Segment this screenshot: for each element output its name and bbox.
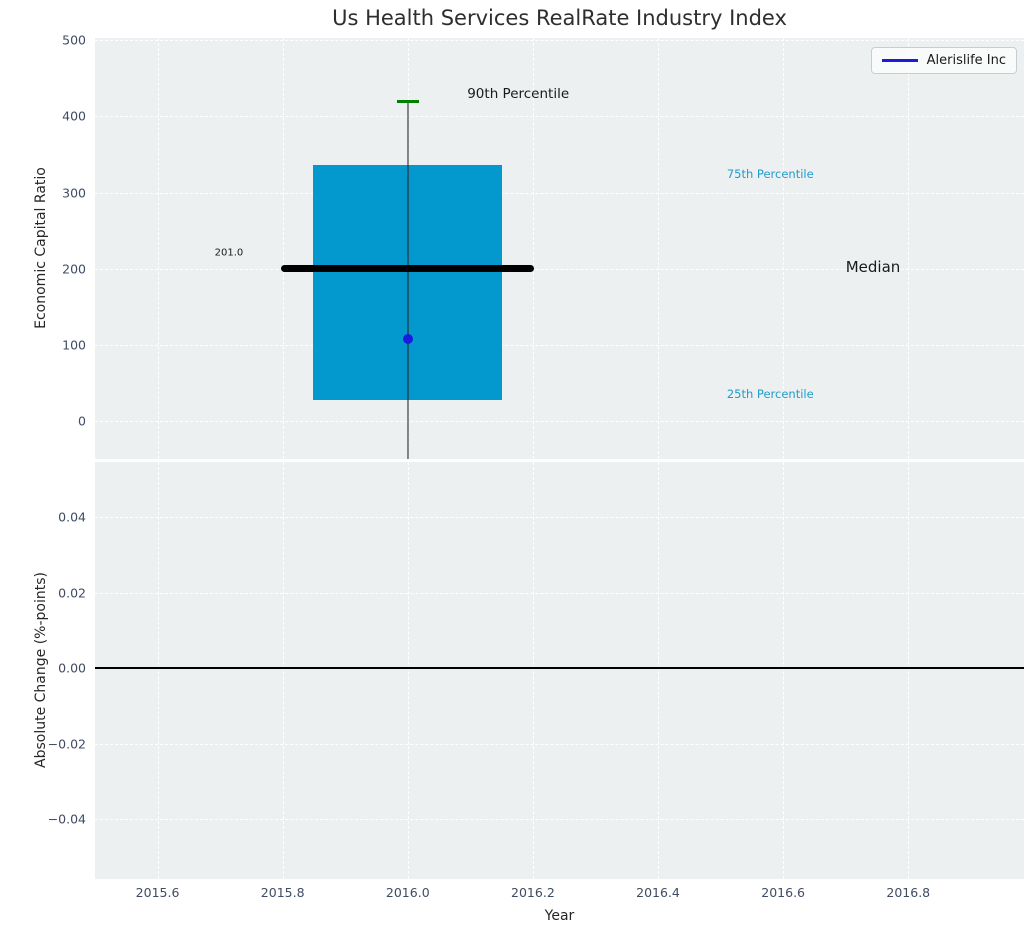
chart-title: Us Health Services RealRate Industry Ind… <box>332 6 787 30</box>
gridline-vertical <box>783 38 785 459</box>
gridline-vertical <box>532 38 534 459</box>
legend-label: Alerislife Inc <box>926 53 1006 68</box>
y-tick-label: 100 <box>62 337 86 353</box>
x-tick-label: 2016.2 <box>511 885 555 900</box>
x-tick-label: 2016.6 <box>761 885 806 900</box>
gridline-vertical <box>908 38 910 459</box>
gridline-horizontal <box>95 345 1024 347</box>
gridline-vertical <box>783 462 785 879</box>
gridline-horizontal <box>95 818 1024 820</box>
gridline-horizontal <box>95 116 1024 118</box>
gridline-vertical <box>282 462 284 879</box>
median-line <box>281 264 535 272</box>
y-tick-label: 500 <box>62 32 86 48</box>
gridline-vertical <box>908 462 910 879</box>
x-tick-label: 2016.4 <box>636 885 680 900</box>
annotation: 75th Percentile <box>726 166 814 181</box>
gridline-horizontal <box>95 421 1024 423</box>
axes-absolute-change <box>95 462 1024 879</box>
gridline-vertical <box>282 38 284 459</box>
legend-line-sample <box>881 59 918 62</box>
zero-line <box>95 667 1024 669</box>
annotation: 201.0 <box>214 247 244 259</box>
y-tick-label: −0.02 <box>47 736 86 752</box>
y-tick-label: 400 <box>62 108 86 124</box>
gridline-vertical <box>407 462 409 879</box>
gridline-horizontal <box>95 192 1024 194</box>
y-tick-label: 0.02 <box>58 585 86 601</box>
gridline-vertical <box>658 462 660 879</box>
y-tick-label: 300 <box>62 185 86 201</box>
gridline-horizontal <box>95 743 1024 745</box>
x-tick-label: 2015.6 <box>135 885 180 900</box>
y-tick-label: 0.00 <box>58 660 86 676</box>
gridline-horizontal <box>95 268 1024 270</box>
gridline-vertical <box>532 462 534 879</box>
y-tick-label: −0.04 <box>47 811 86 827</box>
x-tick-label: 2015.8 <box>260 885 305 900</box>
company-point <box>402 333 413 344</box>
legend: Alerislife Inc <box>870 47 1017 74</box>
x-axis-label-year: Year <box>544 908 575 924</box>
annotation: 25th Percentile <box>726 386 814 401</box>
gridline-horizontal <box>95 592 1024 594</box>
gridline-horizontal <box>95 40 1024 42</box>
y-tick-label: 0 <box>78 413 86 429</box>
axes-economic-capital-ratio: Alerislife Inc 90th Percentile 201.0 Media… <box>95 38 1024 459</box>
gridline-vertical <box>157 38 159 459</box>
annotation: 90th Percentile <box>467 86 570 103</box>
y-tick-label: 0.04 <box>58 509 86 525</box>
y-tick-label: 200 <box>62 261 86 277</box>
x-tick-label: 2016.0 <box>385 885 430 900</box>
gridline-vertical <box>157 462 159 879</box>
annotation: Median <box>845 258 901 277</box>
x-tick-label: 2016.8 <box>886 885 931 900</box>
p90-cap-marker <box>396 100 419 104</box>
gridline-horizontal <box>95 517 1024 519</box>
whisker-line <box>406 101 409 459</box>
gridline-vertical <box>658 38 660 459</box>
